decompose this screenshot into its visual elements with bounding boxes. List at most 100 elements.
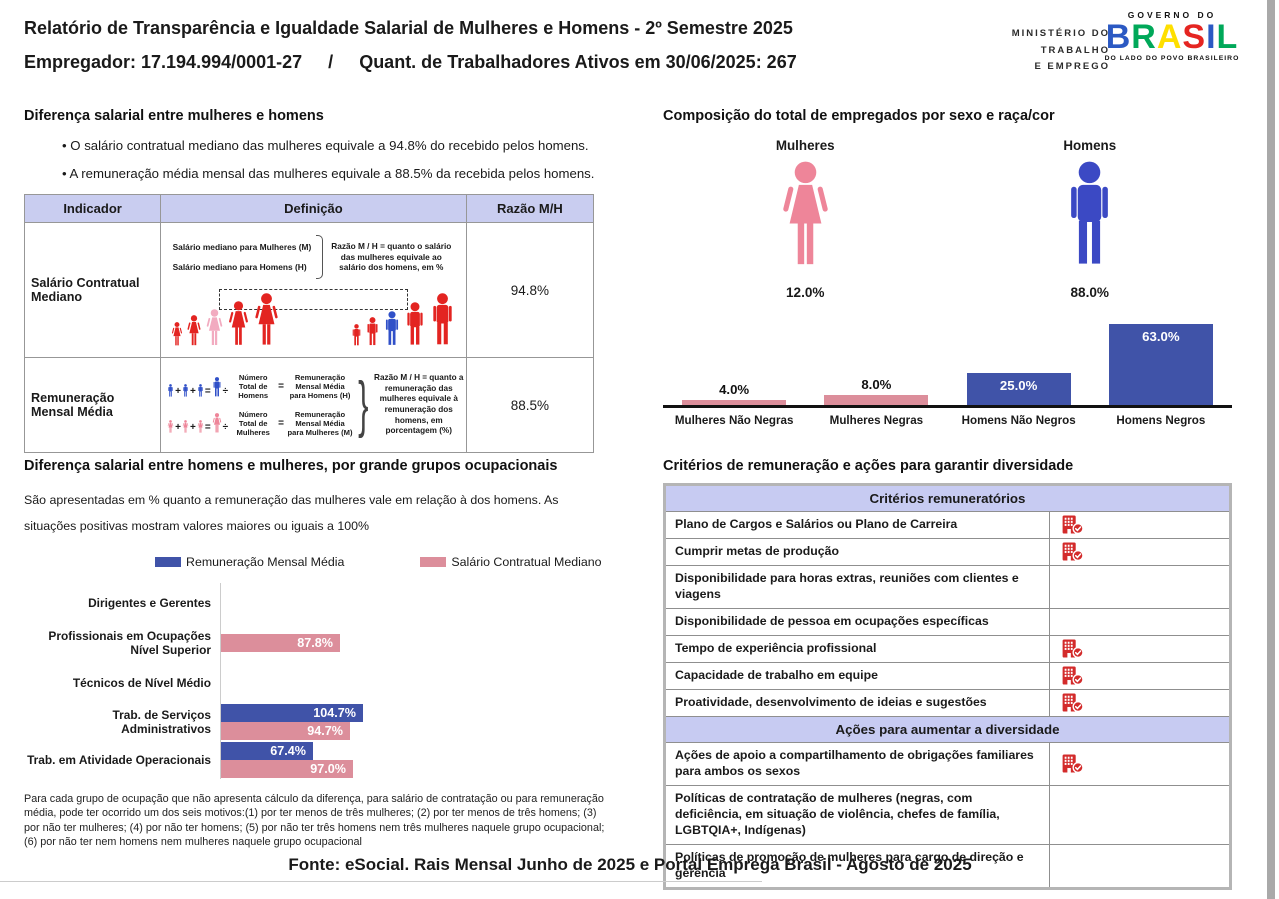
legend-swatch-pink [420,557,447,567]
criteria-row: Políticas de promoção de mulheres para c… [664,843,1231,889]
occupational-bar-chart: Dirigentes e Gerentes Profissionais em Oc… [24,583,624,779]
legend-swatch-blue [155,557,181,567]
category-label: Dirigentes e Gerentes [88,596,211,610]
men-sum-figures: + + = ÷ [167,376,228,397]
occ-chart-row: Trab. em Atividade Operacionais 67.4% 97.0… [24,741,624,779]
men-formula: + + = ÷ Número Total de Homens = Remuneraçã… [167,373,353,400]
bullet-item: • O salário contratual mediano das mulhe… [62,138,589,153]
chart-legend: Remuneração Mensal Média Salário Contrat… [155,555,624,569]
criteria-section-header: Critérios remuneratórios [664,484,1231,512]
governo-do-brasil-logo: GOVERNO DO BRASIL DO LADO DO POVO BRASIL… [1104,10,1240,62]
criteria-text: Proatividade, desenvolvimento de ideias … [664,688,1050,717]
indicator-table: Indicador Definição Razão M/H Salário Co… [23,194,595,453]
active-workers: Quant. de Trabalhadores Ativos em 30/06/… [359,52,797,72]
col-header: Indicador [23,194,162,223]
bar: 94.7% [221,722,350,740]
empty-cell [1049,607,1231,636]
mean-definition-diagram: + + = ÷ Número Total de Homens = Remuneraçã… [161,369,466,441]
company-check-icon [1049,634,1231,663]
bracket-shape [316,235,324,279]
category-label: Homens Não Negros [961,414,1076,427]
section-title: Composição do total de empregados por se… [663,108,1055,124]
company-check-icon [1049,537,1231,566]
bar: 63.0% [1108,324,1213,405]
bar: 87.8% [221,634,340,652]
criteria-row: Políticas de contratação de mulheres (ne… [664,784,1231,845]
criteria-text: Políticas de contratação de mulheres (ne… [664,784,1050,845]
source-footer: Fonte: eSocial. Rais Mensal Junho de 202… [288,855,972,874]
criteria-row: Proatividade, desenvolvimento de ideias … [664,688,1231,717]
category-label: Técnicos de Nível Médio [72,676,211,690]
bar-value-label: 4.0% [719,382,750,397]
criteria-text: Cumprir metas de produção [664,537,1050,566]
bar-value-label: 8.0% [861,377,892,392]
comp-chart-plot: 4.0% 8.0% 25.0% 63.0% [663,324,1232,408]
woman-icon [663,161,948,272]
company-check-icon [1049,741,1231,786]
section-title: Diferença salarial entre homens e mulher… [24,458,558,474]
footnote: Para cada grupo de ocupação que não apre… [24,793,605,849]
section-title: Critérios de remuneração e ações para ga… [663,458,1074,474]
criteria-row: Capacidade de trabalho em equipe [664,661,1231,690]
criteria-row: Disponibilidade de pessoa em ocupações e… [664,607,1231,636]
criteria-text: Políticas de promoção de mulheres para c… [664,843,1050,889]
category-label: Homens Negros [1116,414,1206,427]
criteria-text: Capacidade de trabalho em equipe [664,661,1050,690]
bar-value-label: 63.0% [1142,329,1180,344]
women-sum-figures: + + = ÷ [167,413,228,433]
indicator-name: Remuneração Mensal Média [23,357,162,453]
criteria-section: Critérios de remuneração e ações para ga… [663,458,1232,890]
scrollbar[interactable] [1267,0,1275,899]
bar-value-label: 25.0% [999,378,1038,393]
men-group: Homens 88.0% [948,138,1233,300]
composition-bar-chart: 4.0% 8.0% 25.0% 63.0% Mulheres Não Negras Mul… [663,324,1232,427]
median-dashed-box [219,289,408,310]
occ-chart-row: Trab. de Serviços Administrativos 104.7% 9… [24,703,624,741]
category-label: Mulheres Não Negras [674,414,794,427]
salary-gap-section: Diferença salarial entre mulheres e home… [23,108,596,453]
criteria-table: Critérios remuneratórios Plano de Cargos … [663,483,1232,890]
occ-chart-row: Técnicos de Nível Médio [24,663,624,703]
men-figures [351,293,456,346]
bar: 25.0% [966,373,1071,405]
criteria-text: Plano de Cargos e Salários ou Plano de C… [664,511,1050,539]
empty-cell [1049,843,1231,889]
men-percent: 88.0% [1070,285,1110,300]
empty-cell [1049,784,1231,845]
criteria-text: Ações de apoio a compartilhamento de obr… [664,741,1050,786]
company-check-icon [1049,688,1231,717]
bar [682,400,787,405]
col-header: Razão M/H [465,194,595,223]
man-icon [948,161,1233,272]
empty-cell [1049,564,1231,609]
separator: / [328,52,334,72]
category-label: Profissionais em Ocupações Nível Superio… [48,629,211,657]
criteria-section-header: Ações para aumentar a diversidade [664,715,1231,743]
women-group: Mulheres 12.0% [663,138,948,300]
composition-section: Composição do total de empregados por se… [663,108,1232,427]
criteria-row: Plano de Cargos e Salários ou Plano de C… [664,511,1231,539]
table-row: Remuneração Mensal Média + + = ÷ Número Tot… [23,357,595,453]
section-description: São apresentadas em % quanto a remuneraç… [24,493,559,533]
bar [824,395,929,405]
company-check-icon [1049,511,1231,539]
bar: 97.0% [221,760,353,778]
occ-chart-row: Profissionais em Ocupações Nível Superio… [24,623,624,663]
table-row: Salário Contratual Mediano Salário media… [23,222,595,358]
indicator-name: Salário Contratual Mediano [23,222,162,358]
report-subtitle: Empregador: 17.194.994/0001-27 / Quant. de… [24,52,797,73]
bar: 104.7% [221,704,363,722]
brasil-wordmark: BRASIL [1105,18,1239,56]
bar: 67.4% [221,742,313,760]
criteria-row: Disponibilidade para horas extras, reuni… [664,564,1231,609]
report-title: Relatório de Transparência e Igualdade S… [24,18,793,38]
criteria-text: Tempo de experiência profissional [664,634,1050,663]
bullet-list: • O salário contratual mediano das mulhe… [62,138,596,181]
criteria-text: Disponibilidade para horas extras, reuni… [664,564,1050,609]
criteria-row: Tempo de experiência profissional [664,634,1231,663]
criteria-row: Ações de apoio a compartilhamento de obr… [664,741,1231,786]
category-label: Trab. em Atividade Operacionais [27,753,211,767]
company-check-icon [1049,661,1231,690]
women-formula: + + = ÷ Número Total de Mulheres = Remunera… [167,410,353,437]
